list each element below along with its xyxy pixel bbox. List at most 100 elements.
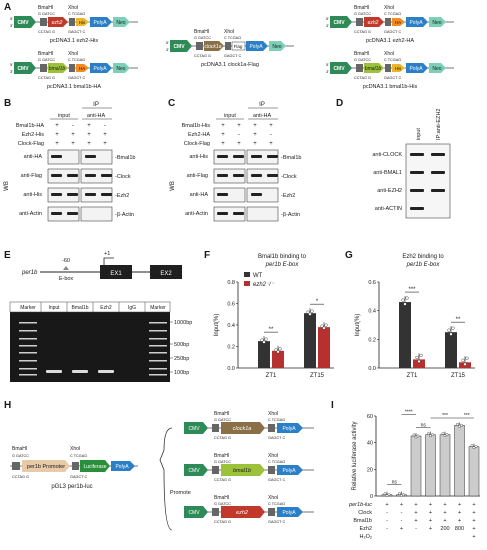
site1-box (12, 462, 20, 470)
gene-arrow (204, 41, 224, 51)
panel-g-chart: Ezh2 binding to per1b E-box 0.0 0.2 0.4 0.6 In… (355, 254, 475, 379)
sig-label: ns (421, 422, 427, 428)
target-label: -Clock (281, 174, 297, 180)
data-point (398, 492, 401, 496)
y-tick-label: 0.2 (368, 337, 376, 343)
brace (159, 427, 173, 531)
cmv-arrow (14, 62, 36, 74)
bmahi-label: BmaHI (194, 29, 209, 35)
five-prime-label: 5' (326, 62, 329, 67)
gene-arrow (221, 506, 265, 518)
polya-arrow (111, 461, 135, 471)
chart-title-line1: Ezh2 binding to (402, 254, 444, 260)
condition-sign: + (385, 502, 388, 508)
panel-e-chip-gel: per1b -60 E-box +1 EX1 EX2 Marker Input Bmal1b Ez… (9, 251, 192, 382)
bar (258, 341, 270, 368)
condition-sign: + (429, 526, 432, 532)
condition-label: Clock-Flag (184, 141, 210, 147)
site1b-seq: CCTAG G (38, 76, 55, 80)
site1b-seq: CCTAG G (214, 520, 231, 524)
cmv-label: CMV (173, 44, 185, 50)
ladder-band (19, 345, 37, 347)
condition-sign: - (72, 123, 74, 129)
col-input: input (58, 113, 70, 119)
gene-label: bmal1b (233, 468, 251, 474)
y-tick-label: 60 (367, 414, 373, 420)
antibody-label: anti-CLOCK (372, 152, 402, 158)
condition-sign: + (414, 518, 417, 524)
three-prime-label: 3' (10, 69, 13, 74)
condition-sign: + (71, 132, 75, 138)
y-axis-label: Input(%) (355, 314, 361, 337)
three-prime-label: 3' (326, 69, 329, 74)
bmahi-label: BmaHI (354, 51, 369, 57)
gel-header (9, 301, 171, 313)
five-prime-label: 5' (166, 40, 169, 45)
data-point (412, 433, 416, 437)
site1-box (212, 424, 219, 432)
lane-label: Bmal1b (72, 305, 89, 311)
site1-box (196, 42, 203, 50)
pcr-band (72, 370, 88, 373)
bmahi-label: BmaHI (354, 5, 369, 11)
band-ip (431, 171, 445, 174)
blot-box-input (213, 206, 246, 222)
blot-band (233, 174, 244, 177)
blot-band (233, 155, 244, 158)
site2b-seq: GAGCT C (268, 520, 285, 524)
blot-band (251, 193, 262, 196)
site1-box (356, 18, 363, 26)
data-point (415, 355, 419, 359)
gene-label: bmal1b (49, 66, 66, 72)
bar (318, 327, 330, 368)
condition-sign: - (401, 510, 403, 516)
polya-arrow (277, 465, 303, 475)
site2-box (69, 64, 75, 72)
gene-label: clock1a (205, 44, 222, 50)
site2-seq: C TCGAG (268, 418, 285, 422)
gene-arrow (48, 17, 68, 27)
condition-sign: + (253, 123, 257, 129)
gene-label: ezh2 (368, 20, 379, 26)
data-point (387, 493, 391, 497)
condition-sign: 200 (440, 526, 449, 532)
y-tick-label: 20 (367, 467, 373, 473)
site1b-seq: CCTAG G (354, 30, 371, 34)
data-point (264, 337, 268, 341)
gene-label: ezh2 (236, 510, 248, 516)
polya-label: PolyA (93, 66, 107, 72)
site1b-seq: CCTAG G (214, 436, 231, 440)
ladder-band (19, 368, 37, 370)
neo-label: Neo (432, 20, 441, 26)
sig-label: * (316, 299, 319, 305)
condition-sign: + (443, 502, 446, 508)
condition-label: Bmal1b-HA (16, 123, 44, 129)
legend-wt: WT (253, 273, 263, 279)
condition-sign: + (237, 123, 241, 129)
site1-box (40, 64, 47, 72)
site2b-seq: GAGCT C (268, 478, 285, 482)
condition-label: per1b-luc (348, 502, 372, 508)
neo-label: Neo (432, 66, 441, 72)
construct-name: pcDNA3.1 bmal1b-HA (47, 84, 101, 90)
three-prime-label: 3' (326, 23, 329, 28)
five-prime-label: 5' (10, 62, 13, 67)
sig-label: ns (392, 480, 398, 486)
ladder-band (19, 374, 37, 376)
ip-header: IP (259, 102, 265, 108)
tag-label: His (79, 20, 86, 25)
bar (425, 434, 436, 497)
data-point (416, 434, 420, 438)
neo-label: Neo (272, 44, 281, 50)
blot-band (267, 174, 278, 177)
condition-sign: + (269, 141, 273, 147)
condition-sign: + (269, 123, 273, 129)
tag-label: Flag (234, 44, 243, 49)
blot-band (67, 193, 78, 196)
ladder-size-label: 1000bp (174, 320, 192, 326)
gene-name: per1b (21, 270, 38, 276)
antibody-label: anti-Flag (21, 173, 42, 179)
condition-sign: + (472, 526, 475, 532)
cmv-arrow (170, 40, 192, 52)
